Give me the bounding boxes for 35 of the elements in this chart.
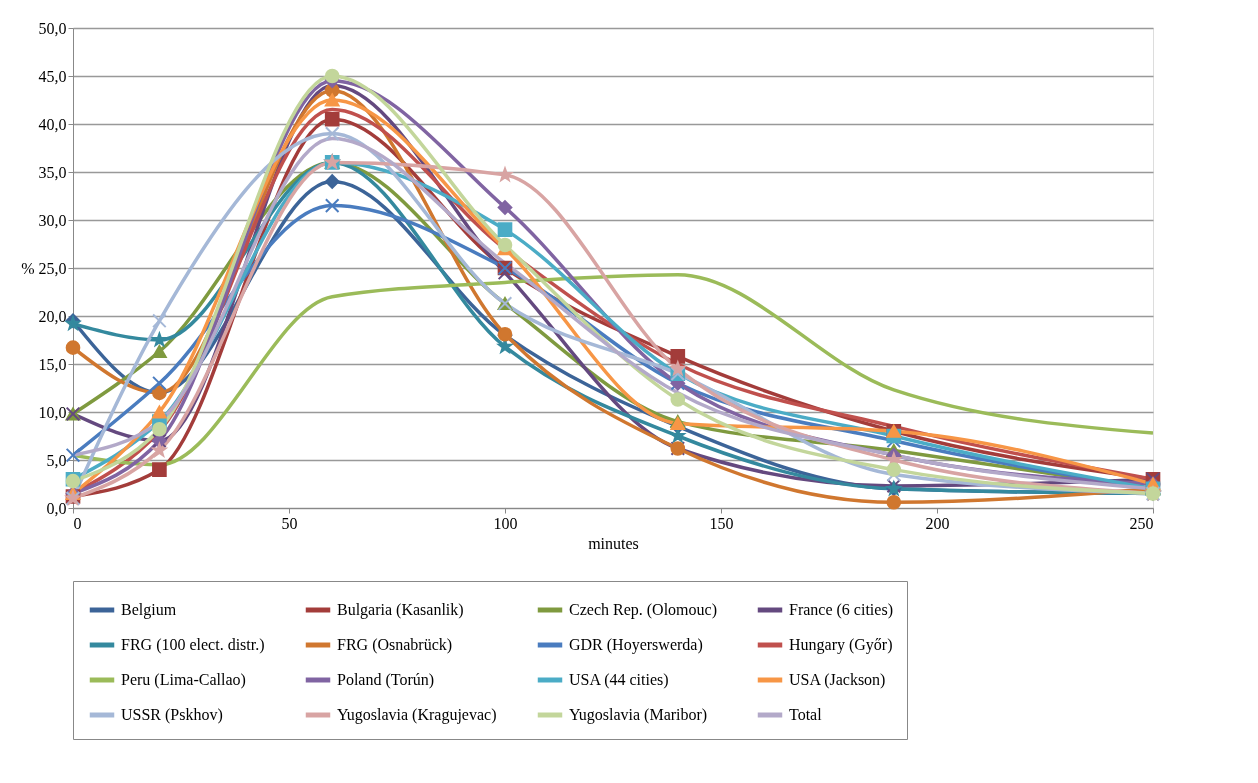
legend-label: FRG (Osnabrück): [337, 636, 453, 654]
y-tick-label: 20,0: [38, 307, 67, 325]
y-tick-label: 30,0: [38, 211, 67, 229]
legend-label: Yugoslavia (Maribor): [569, 706, 708, 724]
y-tick-label: 10,0: [38, 403, 67, 421]
legend-label: FRG (100 elect. distr.): [121, 636, 265, 654]
y-tick-label: 0,0: [46, 499, 67, 517]
legend-label: USA (Jackson): [789, 671, 886, 689]
legend-label: Bulgaria (Kasanlik): [337, 601, 464, 619]
x-tick-label: 0: [73, 514, 82, 532]
y-tick-label: 35,0: [38, 163, 67, 181]
y-tick-label: 5,0: [46, 451, 67, 469]
x-tick-label: 200: [925, 514, 950, 532]
x-tick-label: 150: [709, 514, 734, 532]
legend-label: France (6 cities): [789, 601, 893, 619]
legend-label: Yugoslavia (Kragujevac): [337, 706, 497, 724]
legend-label: Poland (Torún): [337, 671, 435, 689]
x-tick-label: 50: [281, 514, 298, 532]
y-tick-label: 50,0: [38, 19, 67, 37]
legend-label: Czech Rep. (Olomouc): [569, 601, 717, 619]
legend-label: USA (44 cities): [569, 671, 669, 689]
legend-label: Hungary (Győr): [789, 636, 893, 654]
y-axis-title: %: [21, 259, 35, 277]
legend-label: Belgium: [121, 601, 177, 619]
y-tick-label: 25,0: [38, 259, 67, 277]
legend-label: GDR (Hoyerswerda): [569, 636, 703, 654]
legend-label: Total: [789, 706, 823, 723]
y-tick-label: 15,0: [38, 355, 67, 373]
x-tick-label: 250: [1129, 514, 1154, 532]
legend-label: USSR (Pskhov): [121, 706, 223, 724]
y-tick-label: 40,0: [38, 115, 67, 133]
y-tick-label: 45,0: [38, 67, 67, 85]
legend-label: Peru (Lima-Callao): [121, 671, 246, 689]
x-tick-label: 100: [493, 514, 518, 532]
x-axis-title: minutes: [588, 534, 639, 552]
